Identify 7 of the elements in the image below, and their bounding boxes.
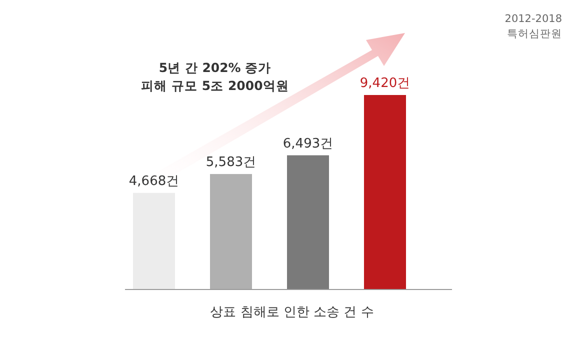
data-label: 4,668건 xyxy=(128,174,180,189)
text: 5년 간 202% 증가 피해 규모 5조 2000억원 xyxy=(141,60,289,93)
data-label: 6,493건 xyxy=(282,136,334,152)
data-label: 9,420건 xyxy=(360,76,410,91)
x-axis-title: 상표 침해로 인한 소송 건 수 xyxy=(210,305,374,320)
text: 2012-2018 특허심판원 xyxy=(504,13,562,40)
data-label: 5,583건 xyxy=(206,155,256,170)
